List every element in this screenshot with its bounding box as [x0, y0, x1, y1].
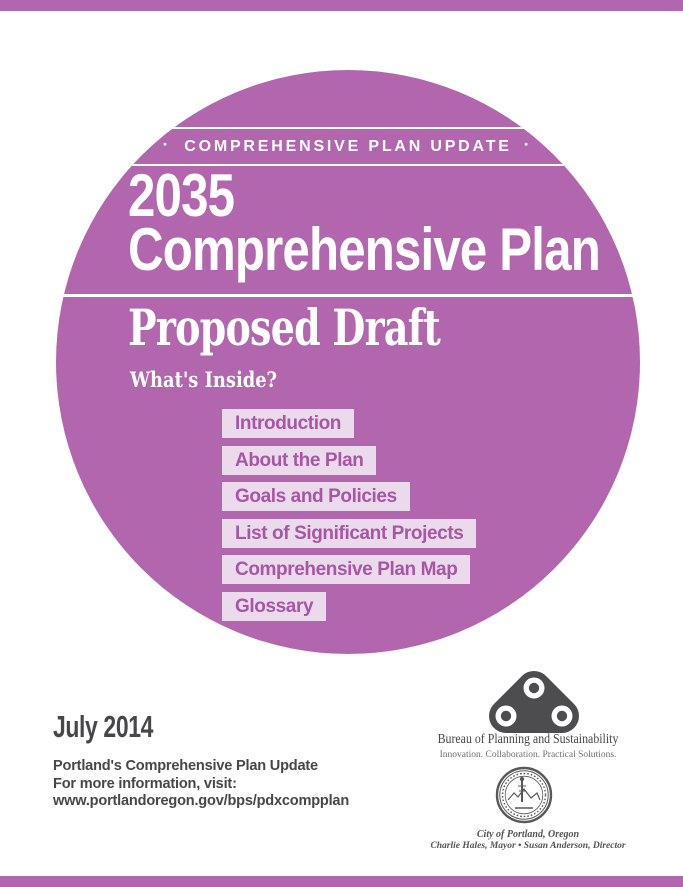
purple-circle: · · · COMPREHENSIVE PLAN UPDATE · · · 20… [56, 70, 640, 654]
contents-list: Introduction About the Plan Goals and Po… [222, 409, 477, 621]
top-accent-bar [0, 0, 683, 11]
list-item: Introduction [222, 409, 355, 438]
subtitle-proposed-draft: Proposed Draft [128, 298, 441, 357]
city-officials-line: Charlie Hales, Mayor • Susan Anderson, D… [430, 841, 626, 851]
portland-city-seal [495, 766, 553, 829]
bureau-tagline: Innovation. Collaboration. Practical Sol… [439, 750, 617, 760]
plan-title-name: Comprehensive Plan [128, 216, 601, 283]
footer-info-block: Portland's Comprehensive Plan Update For… [53, 757, 349, 810]
banner-dots-right: · · · [523, 134, 571, 154]
divider-rule [56, 294, 640, 297]
plan-title-year: 2035 [128, 162, 235, 229]
banner-dots-left: · · · [125, 134, 173, 154]
list-item: About the Plan [222, 445, 377, 475]
list-item: Comprehensive Plan Map [222, 555, 471, 584]
list-item: List of Significant Projects [222, 518, 477, 548]
city-name-line: City of Portland, Oregon [476, 829, 580, 840]
banner-top-line [56, 127, 640, 129]
list-item: Glossary [222, 591, 327, 621]
whats-inside-heading: What's Inside? [130, 367, 278, 392]
banner-label: COMPREHENSIVE PLAN UPDATE [184, 137, 512, 155]
bottom-accent-bar [0, 876, 683, 887]
list-item: Goals and Policies [222, 482, 410, 511]
bureau-name: Bureau of Planning and Sustainability [437, 731, 619, 746]
banner-bottom-line [56, 164, 640, 166]
publication-date: July 2014 [53, 709, 153, 744]
plan-title: 2035 Comprehensive Plan [128, 162, 601, 283]
footer-info-line: For more information, visit: [53, 774, 237, 792]
banner-text-row: · · · COMPREHENSIVE PLAN UPDATE · · · [56, 127, 640, 166]
footer-info-line: Portland's Comprehensive Plan Update [53, 757, 318, 774]
banner-band: · · · COMPREHENSIVE PLAN UPDATE · · · [56, 127, 640, 166]
footer-info-url: www.portlandoregon.gov/bps/pdxcompplan [53, 792, 350, 809]
bps-trefoil-icon [486, 671, 582, 738]
